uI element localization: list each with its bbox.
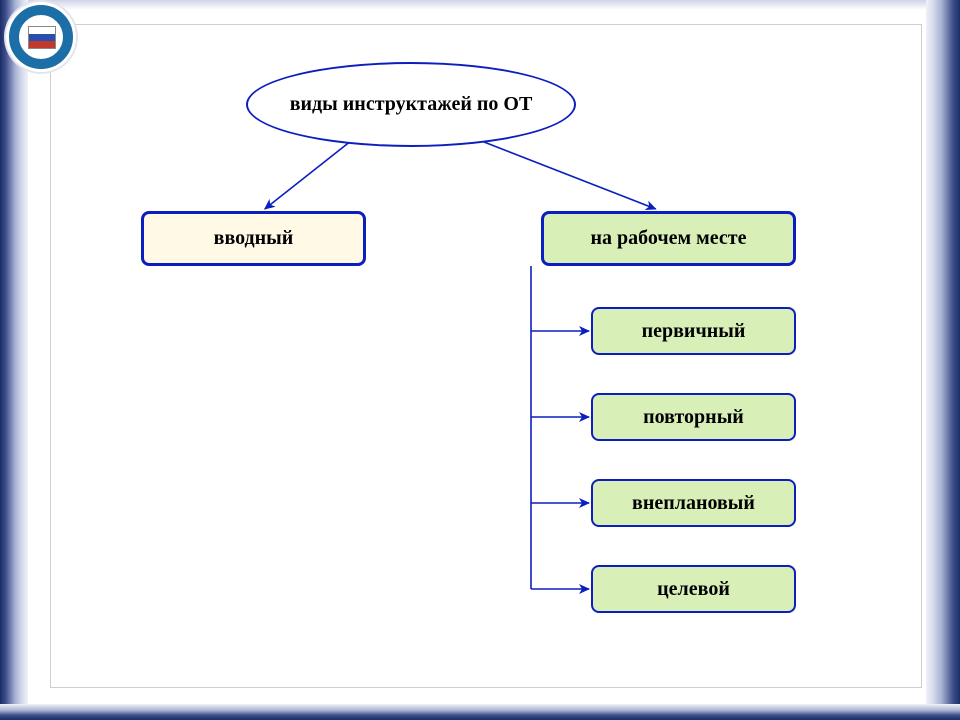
node-виды-инструктажей-по-ОТ: виды инструктажей по ОТ	[246, 62, 576, 147]
diagram-canvas: виды инструктажей по ОТ вводный на рабочем…	[50, 24, 922, 688]
node-label: вводный	[214, 227, 294, 250]
node-label: внеплановый	[632, 492, 755, 515]
slide-root: виды инструктажей по ОТ вводный на рабочем…	[0, 0, 960, 720]
node-на-рабочем-месте: на рабочем месте	[541, 211, 796, 266]
node-повторный: повторный	[591, 393, 796, 441]
node-label: виды инструктажей по ОТ	[290, 93, 533, 116]
frame-bottom	[0, 704, 960, 720]
node-label: первичный	[642, 320, 746, 343]
node-первичный: первичный	[591, 307, 796, 355]
frame-top	[0, 0, 960, 10]
node-вводный: вводный	[141, 211, 366, 266]
frame-right	[926, 0, 960, 720]
node-целевой: целевой	[591, 565, 796, 613]
frame-left	[0, 0, 28, 720]
logo-flag-icon	[28, 26, 54, 48]
node-внеплановый: внеплановый	[591, 479, 796, 527]
node-label: на рабочем месте	[591, 227, 747, 250]
node-label: целевой	[657, 578, 730, 601]
node-label: повторный	[643, 406, 744, 429]
logo-badge	[6, 2, 76, 72]
